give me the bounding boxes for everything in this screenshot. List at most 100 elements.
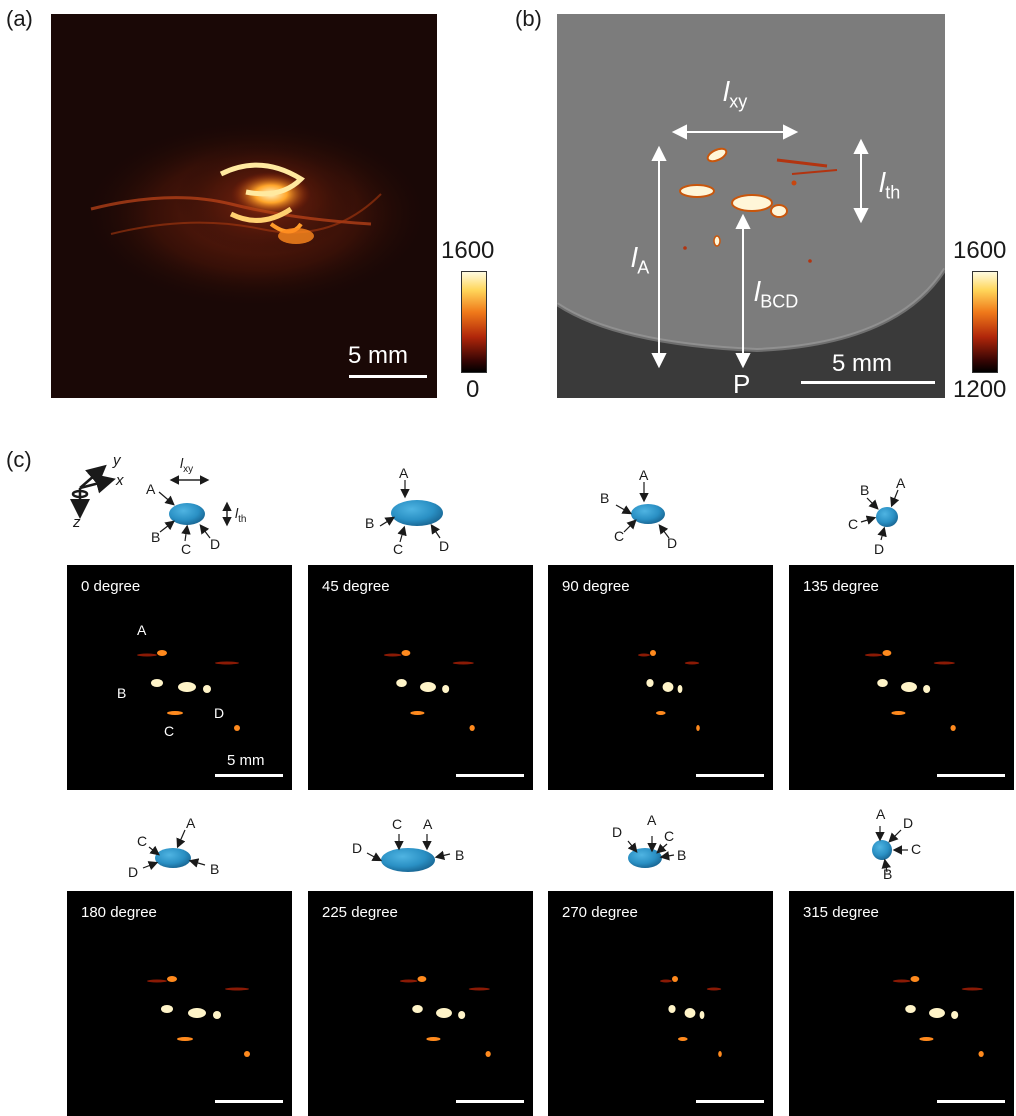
pt-135-D: D [874,541,885,557]
view-scalebar [696,1100,764,1103]
heat-spot [718,1051,722,1057]
view-angle-label: 270 degree [562,904,638,921]
heat-spot [436,1008,452,1018]
heat-spot [978,1051,984,1057]
heat-spot [923,685,931,693]
heat-spot [161,1005,173,1013]
heat-spot [401,650,411,656]
heat-spot [660,979,672,983]
pt-270-C: C [664,828,675,844]
view-tile: 225 degree [308,891,533,1116]
label-lBCD: lBCD [754,276,798,313]
pt-315-D: D [903,815,914,831]
view-heatmap [137,650,240,731]
heat-spot [699,1011,705,1019]
view-heatmap [638,650,700,731]
heat-spot [662,682,674,692]
heat-spot [485,1051,491,1057]
heat-spot [188,1008,206,1018]
heat-spot [215,661,239,665]
view-angle-label: 90 degree [562,578,630,595]
view-tile: 180 degree [67,891,292,1116]
view-angle-label: 0 degree [81,578,141,595]
view-point-label: D [214,705,225,721]
heat-spot [646,679,654,687]
heat-spot [678,1037,688,1041]
heat-spot [706,987,722,991]
heat-spot [442,685,450,693]
view-tile: 90 degree [548,565,773,790]
pt-0-B: B [151,529,161,545]
dim-lxy-sub: xy [183,463,194,475]
heat-spot [910,976,920,982]
label-lxy-sub: xy [729,91,748,112]
view-scalebar [215,774,283,777]
label-lth-l: l [879,167,886,198]
heat-spot [468,987,490,991]
heat-spot [672,976,678,982]
label-lxy: lxy [723,76,747,113]
view-heatmap [892,976,984,1057]
pt-180-A: A [186,815,196,831]
heat-spot [417,976,427,982]
heat-spot [961,987,983,991]
pt-270-A: A [647,812,657,828]
heat-spot [656,711,666,715]
heat-spot [638,653,650,657]
heat-spot [933,661,955,665]
pt-270-B: B [677,847,687,863]
heat-spot [951,1011,959,1019]
heat-spot [178,682,196,692]
pt-0-C: C [181,541,192,557]
pt-225-C: C [392,816,403,832]
view-tile: 135 degree [789,565,1014,790]
heat-spot [151,679,163,687]
label-lA-l: l [631,242,638,273]
colorbar-a-max: 1600 [441,237,495,264]
panel-label-c: (c) [6,447,32,472]
view-heatmap [383,650,475,731]
label-lA-sub: A [637,257,650,278]
heat-spot [167,711,183,715]
heat-spot [244,1051,250,1057]
axis-z: z [73,514,81,531]
heat-spot [177,1037,193,1041]
view-angle-label: 45 degree [322,578,390,595]
heat-spot [412,1005,423,1013]
view-heatmap [864,650,956,731]
pt-180-B: B [210,861,220,877]
view-scalebar [215,1100,283,1103]
heat-spot [864,653,883,657]
pt-45-B: B [365,515,375,531]
heat-spot [891,711,906,715]
pt-270-D: D [612,824,623,840]
view-point-label: A [137,622,147,638]
pt-90-B: B [600,490,610,506]
heat-spot [452,661,474,665]
view-tile: 315 degree [789,891,1014,1116]
panel-a-scalebar-label: 5 mm [348,342,408,369]
panel-b-overlay [557,124,945,398]
dim-lth-l: l [235,505,239,521]
heat-spot [410,711,425,715]
panel-c-diagrams-bottom [142,826,908,873]
dim-lxy: lxy [180,455,193,475]
heat-spot [905,1005,916,1013]
pt-45-A: A [399,465,409,481]
colorbar-b-min: 1200 [953,376,1007,403]
view-tile: 270 degree [548,891,773,1116]
heat-spot [225,987,249,991]
heat-spot [213,1011,221,1019]
panel-label-a: (a) [6,6,33,31]
heat-spot [399,979,418,983]
pt-0-D: D [210,536,221,552]
heat-spot [167,976,177,982]
heat-spot [137,653,157,657]
pt-135-A: A [896,475,906,491]
heat-spot [157,650,167,656]
label-lA: lA [631,242,649,279]
view-scalebar-label: 5 mm [227,752,265,769]
label-lxy-l: l [723,76,730,107]
view-angle-label: 180 degree [81,904,157,921]
heat-spot [929,1008,945,1018]
